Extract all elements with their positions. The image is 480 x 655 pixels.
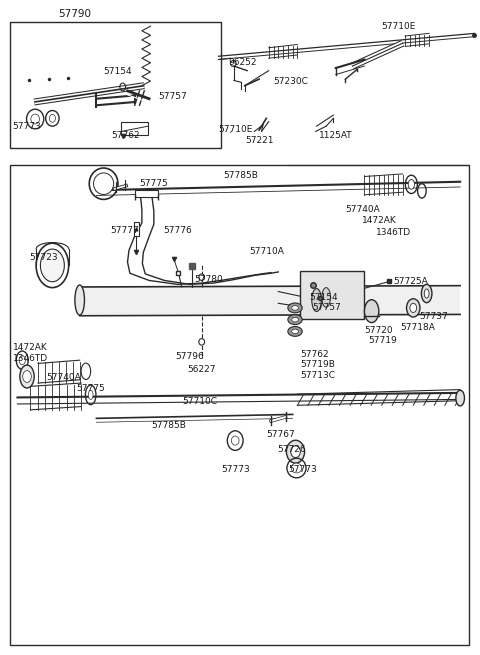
- Ellipse shape: [291, 446, 300, 458]
- Bar: [300, 271, 364, 319]
- Text: 57720: 57720: [364, 326, 393, 335]
- Ellipse shape: [292, 306, 299, 310]
- Text: 57230C: 57230C: [274, 77, 308, 86]
- Text: 57154: 57154: [310, 293, 338, 302]
- Ellipse shape: [19, 356, 25, 365]
- Text: 57725A: 57725A: [393, 277, 428, 286]
- Text: 57154: 57154: [104, 67, 132, 76]
- Text: 57773: 57773: [12, 122, 41, 131]
- Text: 57740A: 57740A: [345, 206, 380, 214]
- Ellipse shape: [88, 390, 93, 400]
- Ellipse shape: [287, 440, 305, 463]
- Text: 57773: 57773: [288, 465, 317, 474]
- Text: 57740A: 57740A: [46, 373, 81, 383]
- Text: 57726: 57726: [277, 445, 306, 453]
- Ellipse shape: [199, 339, 204, 345]
- Text: 1472AK: 1472AK: [12, 343, 48, 352]
- Text: 57777: 57777: [111, 225, 140, 234]
- Text: 1472AK: 1472AK: [362, 216, 397, 225]
- Text: 57723: 57723: [29, 253, 58, 262]
- Text: 57710C: 57710C: [182, 397, 217, 406]
- Text: 57719B: 57719B: [300, 360, 335, 369]
- Ellipse shape: [23, 371, 31, 383]
- Bar: [10, 166, 469, 645]
- Text: 57775: 57775: [76, 384, 105, 393]
- Text: 57790: 57790: [59, 9, 91, 19]
- Ellipse shape: [322, 288, 330, 307]
- Ellipse shape: [312, 289, 322, 312]
- Bar: [121, 122, 148, 135]
- Bar: [10, 22, 221, 148]
- Text: 57757: 57757: [312, 303, 340, 312]
- Ellipse shape: [288, 315, 302, 325]
- Ellipse shape: [94, 173, 114, 195]
- Ellipse shape: [407, 299, 420, 317]
- Text: 57762: 57762: [112, 132, 140, 140]
- Text: 57710E: 57710E: [218, 125, 253, 134]
- Text: 57713C: 57713C: [300, 371, 335, 380]
- Text: 57773: 57773: [221, 465, 250, 474]
- Ellipse shape: [288, 303, 302, 313]
- Ellipse shape: [292, 318, 299, 322]
- Ellipse shape: [410, 303, 417, 312]
- Ellipse shape: [199, 274, 204, 280]
- Text: 57710E: 57710E: [381, 22, 416, 31]
- Text: 57775: 57775: [140, 179, 168, 188]
- Ellipse shape: [408, 179, 414, 189]
- Ellipse shape: [364, 300, 379, 323]
- Text: 1346TD: 1346TD: [12, 354, 48, 363]
- Text: 57785B: 57785B: [223, 171, 258, 179]
- Bar: [135, 190, 157, 196]
- Text: 57767: 57767: [266, 430, 295, 439]
- Ellipse shape: [31, 114, 39, 124]
- Ellipse shape: [456, 390, 465, 406]
- Text: 57757: 57757: [158, 92, 187, 101]
- Text: 57719: 57719: [368, 336, 396, 345]
- Ellipse shape: [424, 289, 429, 298]
- Ellipse shape: [291, 463, 302, 473]
- Text: 57710A: 57710A: [250, 247, 285, 256]
- Ellipse shape: [20, 365, 34, 388]
- Text: 57796: 57796: [175, 352, 204, 362]
- Ellipse shape: [75, 285, 84, 315]
- Text: 57785B: 57785B: [152, 421, 186, 430]
- Text: 96252: 96252: [228, 58, 256, 67]
- Ellipse shape: [49, 115, 56, 122]
- Text: 56227: 56227: [187, 365, 216, 375]
- Text: 1125AT: 1125AT: [319, 131, 353, 140]
- Text: 57737: 57737: [420, 312, 448, 321]
- Text: 57221: 57221: [245, 136, 273, 145]
- Text: 57780: 57780: [194, 275, 223, 284]
- Text: 57776: 57776: [163, 225, 192, 234]
- Text: 57762: 57762: [300, 350, 328, 359]
- Ellipse shape: [288, 327, 302, 336]
- Text: 57718A: 57718A: [400, 323, 435, 332]
- Ellipse shape: [231, 436, 239, 445]
- Bar: [80, 287, 460, 314]
- Ellipse shape: [40, 249, 64, 282]
- Ellipse shape: [421, 284, 432, 303]
- Bar: [134, 221, 139, 236]
- Text: 1346TD: 1346TD: [376, 227, 411, 236]
- Ellipse shape: [292, 329, 299, 333]
